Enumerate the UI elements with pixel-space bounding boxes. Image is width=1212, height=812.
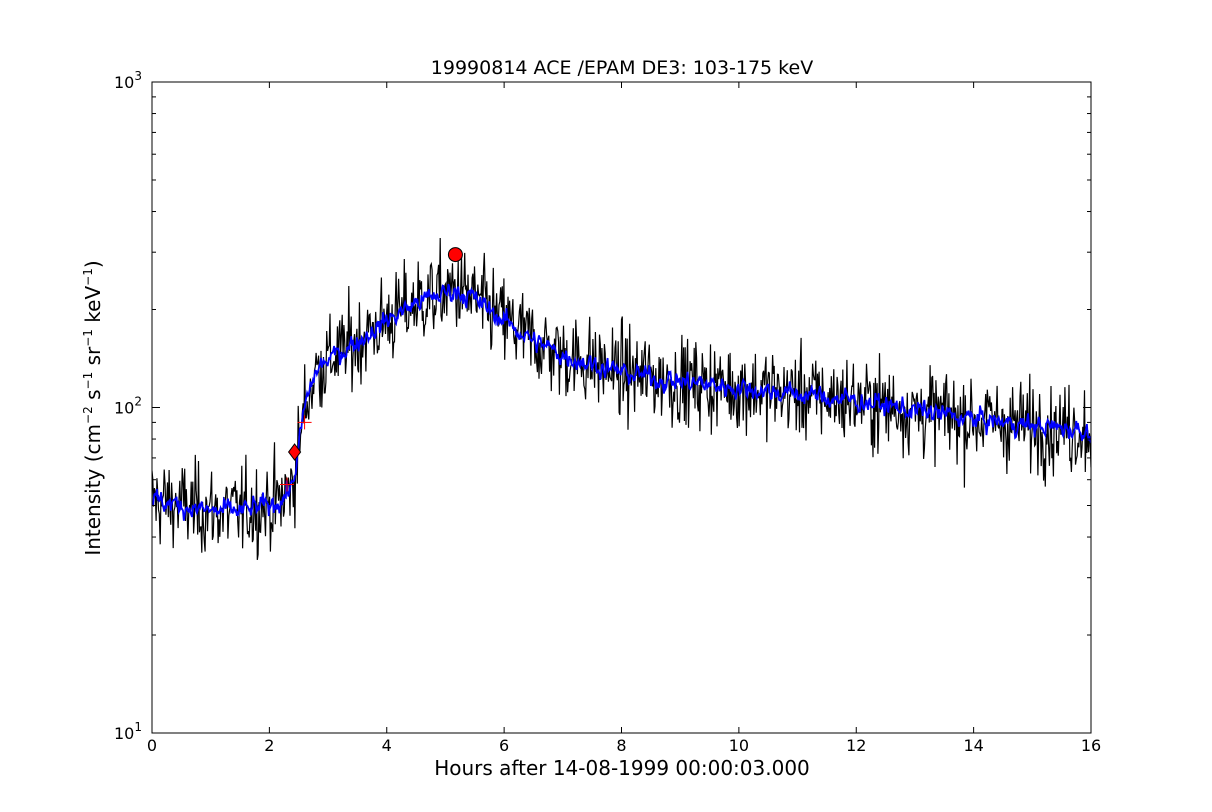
x-tick-label: 16 — [1081, 736, 1101, 755]
series-line-raw — [152, 237, 1091, 560]
x-tick-label: 0 — [147, 736, 157, 755]
x-tick-label: 8 — [616, 736, 626, 755]
marker-layer — [279, 247, 463, 492]
y-tick-label: 102 — [114, 395, 142, 418]
x-axis: 0 2 4 6 8 10 12 14 16 — [147, 82, 1101, 755]
x-tick-label: 6 — [499, 736, 509, 755]
y-axis: 101 102 103 — [114, 69, 1091, 743]
y-tick-label: 101 — [114, 720, 142, 743]
y-tick-label: 103 — [114, 69, 142, 92]
marker-plus — [279, 477, 294, 492]
x-tick-label: 10 — [729, 736, 749, 755]
series-layer — [152, 237, 1091, 560]
series-line-smoothed — [152, 283, 1091, 521]
marker-diamond — [287, 443, 302, 461]
x-tick-label: 4 — [382, 736, 392, 755]
chart-title: 19990814 ACE /EPAM DE3: 103-175 keV — [431, 57, 813, 79]
x-tick-label: 14 — [963, 736, 983, 755]
x-axis-label: Hours after 14-08-1999 00:00:03.000 — [434, 756, 810, 780]
x-tick-label: 12 — [846, 736, 866, 755]
x-tick-label: 2 — [264, 736, 274, 755]
marker-circle — [447, 247, 463, 263]
y-axis-label: Intensity (cm−2 s−1 sr−1 keV−1) — [81, 260, 105, 555]
marker-plus — [297, 415, 312, 430]
